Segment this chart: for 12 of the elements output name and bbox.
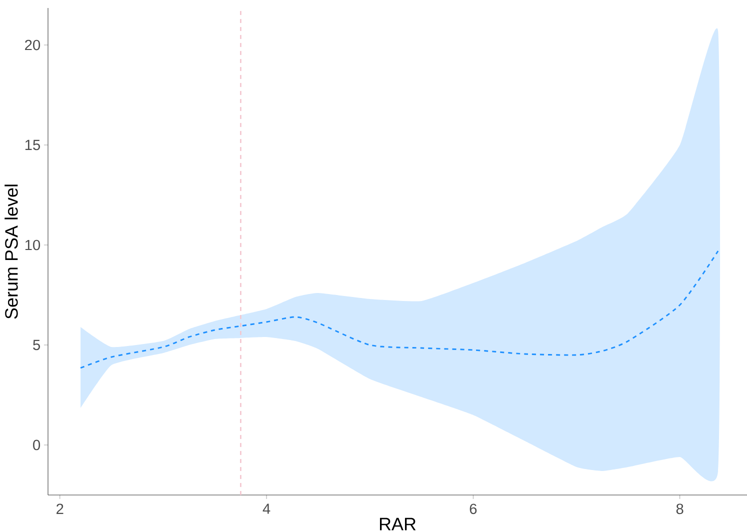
x-tick-label: 2 bbox=[56, 504, 64, 514]
x-axis-title: RAR bbox=[380, 518, 416, 530]
x-tick-label: 6 bbox=[470, 504, 477, 514]
y-axis-title: Serum PSA level bbox=[4, 184, 18, 319]
line-series bbox=[80, 250, 719, 369]
y-tick-label: 0 bbox=[33, 440, 40, 450]
y-tick-label: 10 bbox=[25, 240, 40, 250]
x-tick-label: 8 bbox=[676, 504, 684, 514]
y-tick-label: 5 bbox=[33, 340, 40, 350]
x-tick-label: 4 bbox=[262, 504, 270, 514]
y-tick-label: 15 bbox=[25, 140, 40, 150]
y-tick-label: 20 bbox=[25, 40, 40, 50]
